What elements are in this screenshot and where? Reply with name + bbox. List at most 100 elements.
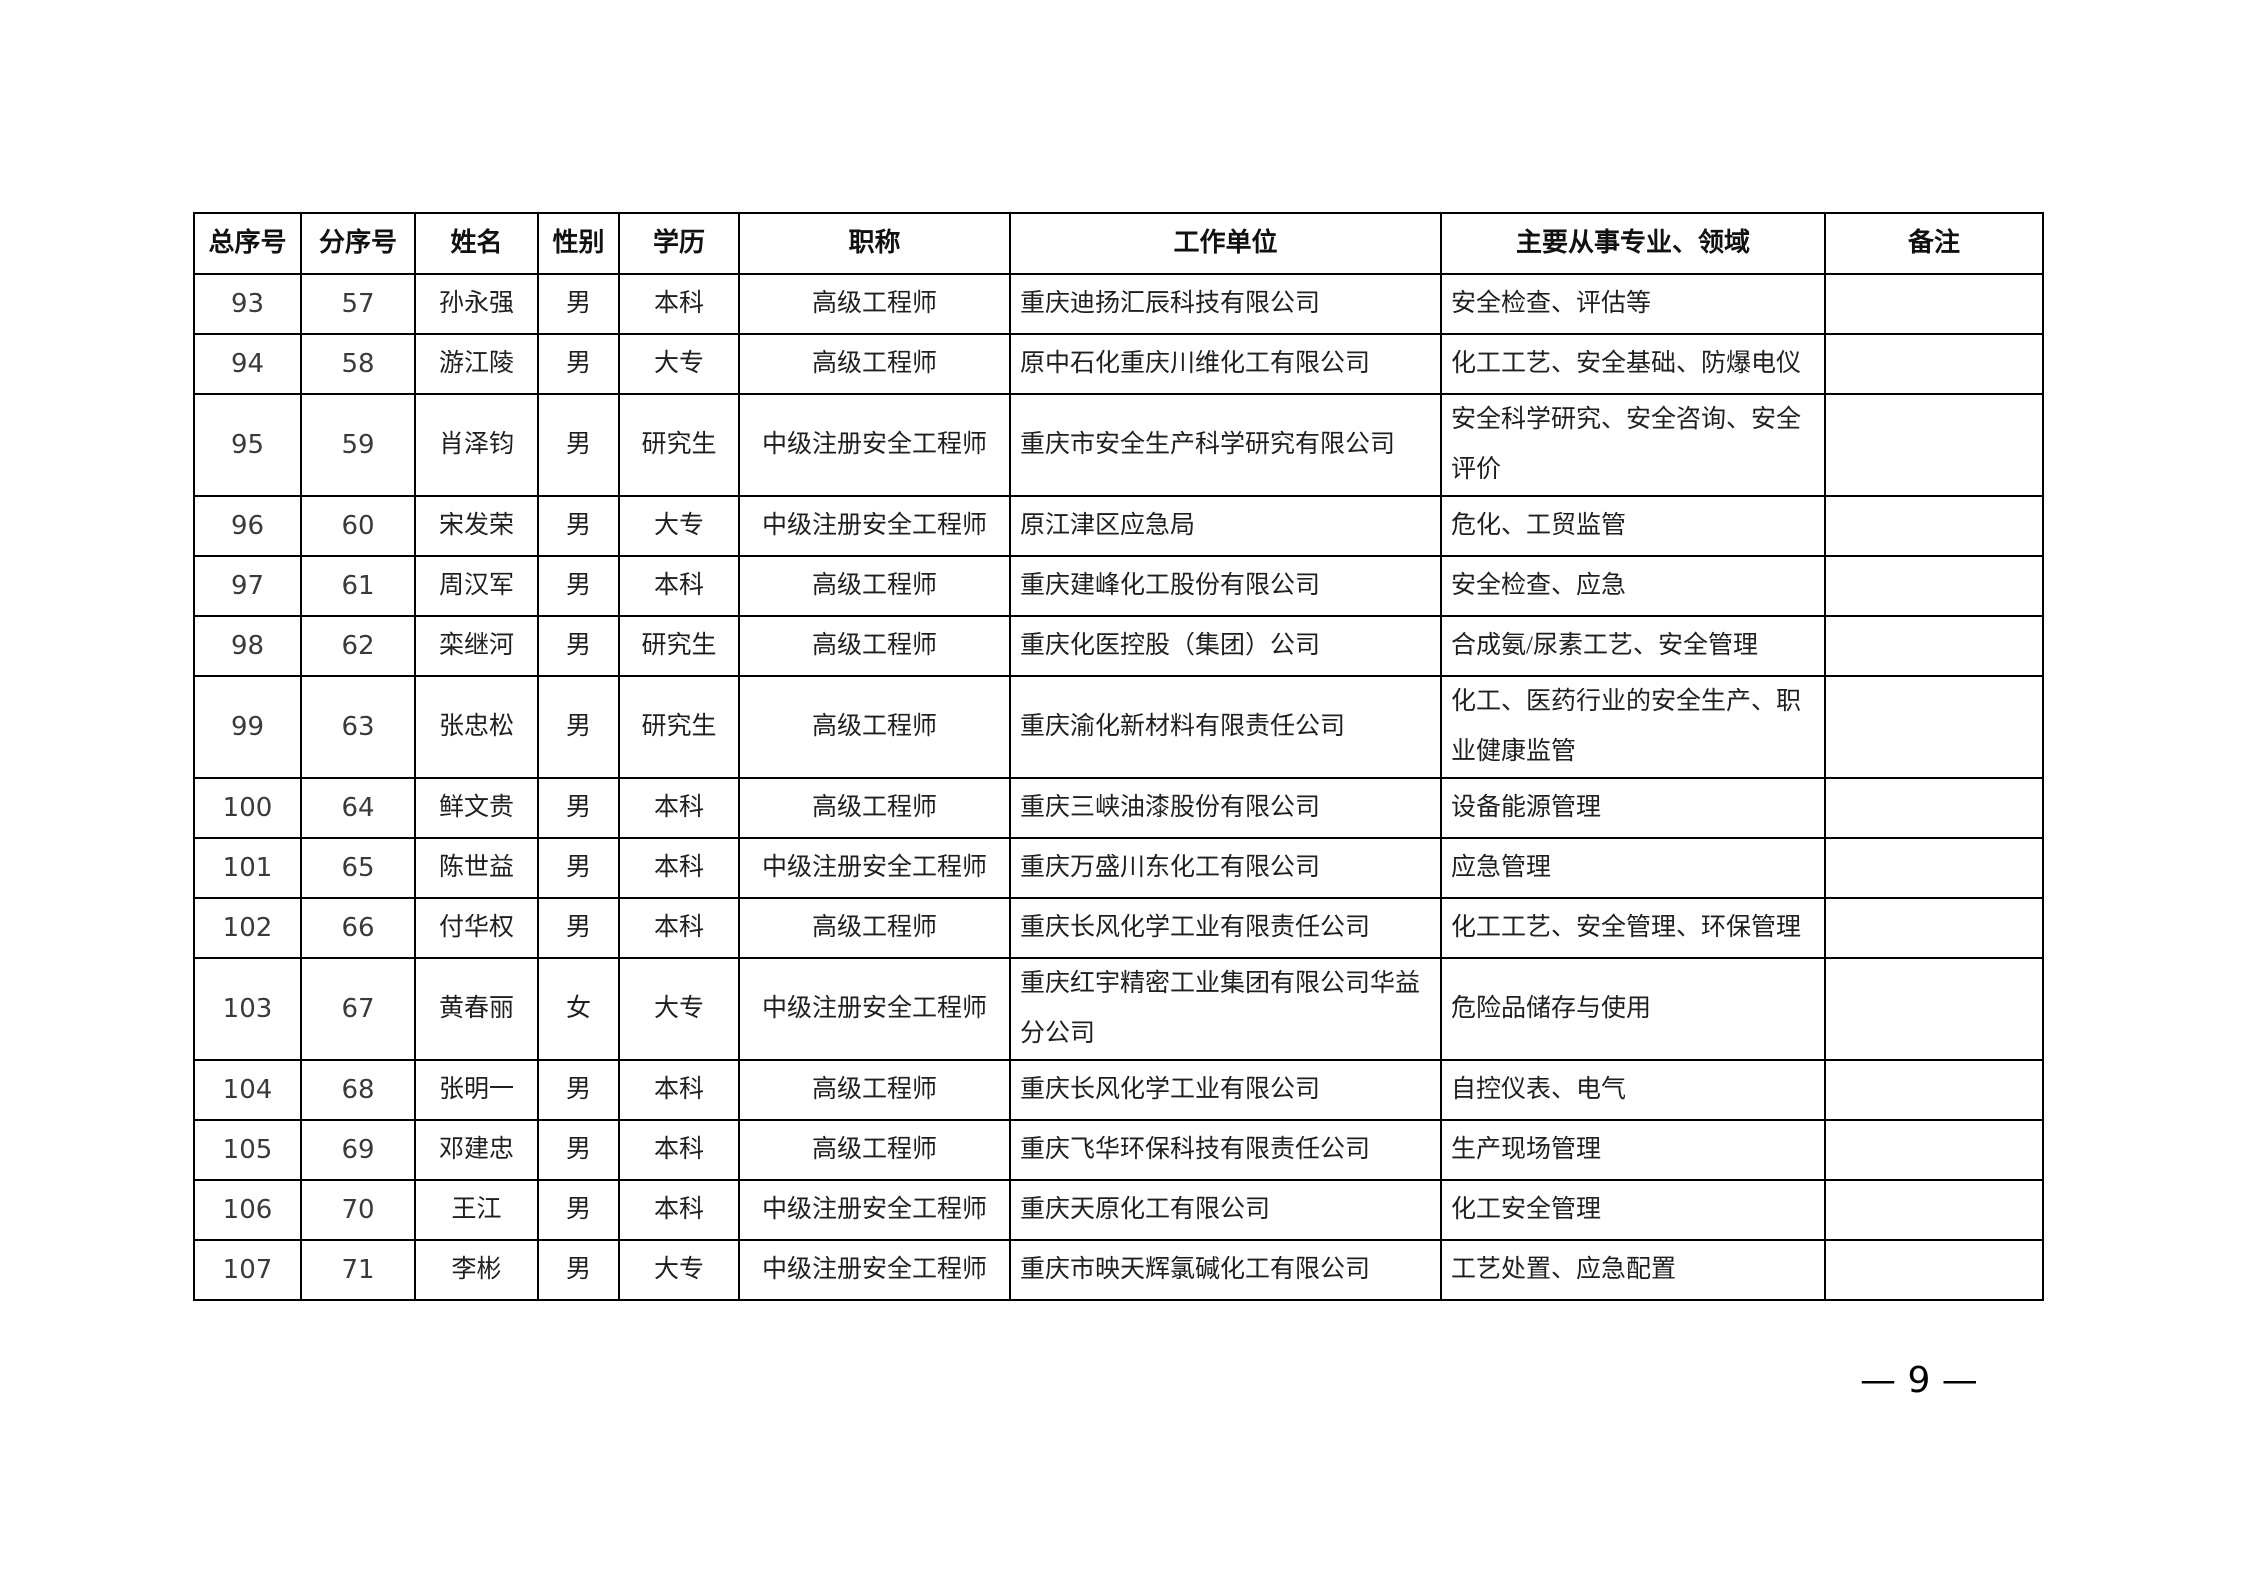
cell-work-unit: 重庆迪扬汇辰科技有限公司 — [1009, 273, 1442, 335]
cell-remark — [1824, 555, 2044, 617]
cell-education: 本科 — [618, 777, 740, 839]
cell-work-unit: 重庆长风化学工业有限公司 — [1009, 1059, 1442, 1121]
cell-main-field: 合成氨/尿素工艺、安全管理 — [1440, 615, 1826, 677]
cell-name: 陈世益 — [414, 837, 539, 899]
cell-remark — [1824, 837, 2044, 899]
cell-sub-serial: 57 — [300, 273, 416, 335]
cell-work-unit: 重庆市映天辉氯碱化工有限公司 — [1009, 1239, 1442, 1301]
cell-sub-serial: 69 — [300, 1119, 416, 1181]
cell-education: 研究生 — [618, 675, 740, 779]
table-row: 100 64 鲜文贵男本科 高级工程师 重庆三峡油漆股份有限公司 设备能源管理 — [193, 777, 2044, 839]
cell-sub-serial: 68 — [300, 1059, 416, 1121]
col-header-main-field: 主要从事专业、领域 — [1440, 212, 1826, 275]
table-row: 107 71 李彬男大专 中级注册安全工程师 重庆市映天辉氯碱化工有限公司 工艺处置、应急… — [193, 1239, 2044, 1301]
cell-total-serial: 95 — [193, 393, 302, 497]
cell-job-title: 高级工程师 — [738, 675, 1011, 779]
cell-work-unit: 原江津区应急局 — [1009, 495, 1442, 557]
table-row: 98 62 栾继河男研究生 高级工程师 重庆化医控股（集团）公司 合成氨/尿素工艺、安全管… — [193, 615, 2044, 677]
cell-remark — [1824, 333, 2044, 395]
cell-work-unit: 重庆市安全生产科学研究有限公司 — [1009, 393, 1442, 497]
cell-job-title: 高级工程师 — [738, 897, 1011, 959]
cell-job-title: 中级注册安全工程师 — [738, 1239, 1011, 1301]
cell-remark — [1824, 1119, 2044, 1181]
cell-main-field: 安全检查、应急 — [1440, 555, 1826, 617]
cell-name: 游江陵 — [414, 333, 539, 395]
cell-work-unit: 重庆化医控股（集团）公司 — [1009, 615, 1442, 677]
cell-name: 张忠松 — [414, 675, 539, 779]
cell-work-unit: 重庆飞华环保科技有限责任公司 — [1009, 1119, 1442, 1181]
cell-gender: 男 — [537, 333, 620, 395]
table-row: 97 61 周汉军男本科 高级工程师 重庆建峰化工股份有限公司 安全检查、应急 — [193, 555, 2044, 617]
cell-main-field: 化工、医药行业的安全生产、职业健康监管 — [1440, 675, 1826, 779]
cell-name: 栾继河 — [414, 615, 539, 677]
cell-total-serial: 96 — [193, 495, 302, 557]
cell-remark — [1824, 777, 2044, 839]
cell-name: 邓建忠 — [414, 1119, 539, 1181]
table-row: 104 68 张明一男本科 高级工程师 重庆长风化学工业有限公司 自控仪表、电气 — [193, 1059, 2044, 1121]
cell-name: 李彬 — [414, 1239, 539, 1301]
cell-total-serial: 103 — [193, 957, 302, 1061]
cell-main-field: 化工安全管理 — [1440, 1179, 1826, 1241]
cell-total-serial: 105 — [193, 1119, 302, 1181]
cell-total-serial: 99 — [193, 675, 302, 779]
cell-gender: 男 — [537, 777, 620, 839]
cell-name: 鲜文贵 — [414, 777, 539, 839]
cell-job-title: 中级注册安全工程师 — [738, 495, 1011, 557]
cell-name: 孙永强 — [414, 273, 539, 335]
cell-total-serial: 98 — [193, 615, 302, 677]
cell-sub-serial: 70 — [300, 1179, 416, 1241]
cell-total-serial: 102 — [193, 897, 302, 959]
cell-name: 黄春丽 — [414, 957, 539, 1061]
cell-main-field: 设备能源管理 — [1440, 777, 1826, 839]
cell-main-field: 化工工艺、安全基础、防爆电仪 — [1440, 333, 1826, 395]
col-header-job-title: 职称 — [738, 212, 1011, 275]
cell-gender: 男 — [537, 1179, 620, 1241]
cell-name: 肖泽钧 — [414, 393, 539, 497]
cell-name: 付华权 — [414, 897, 539, 959]
cell-job-title: 高级工程师 — [738, 777, 1011, 839]
cell-name: 周汉军 — [414, 555, 539, 617]
cell-main-field: 危险品储存与使用 — [1440, 957, 1826, 1061]
cell-education: 研究生 — [618, 615, 740, 677]
cell-gender: 男 — [537, 897, 620, 959]
cell-education: 研究生 — [618, 393, 740, 497]
cell-gender: 男 — [537, 1059, 620, 1121]
cell-work-unit: 重庆天原化工有限公司 — [1009, 1179, 1442, 1241]
header-row: 总序号 分序号 姓名 性别 学历 职称 工作单位 主要从事专业、领域 备注 — [193, 212, 2044, 275]
cell-total-serial: 104 — [193, 1059, 302, 1121]
cell-education: 大专 — [618, 495, 740, 557]
table-row: 102 66 付华权男本科 高级工程师 重庆长风化学工业有限责任公司 化工工艺、安全管理、… — [193, 897, 2044, 959]
table-row: 99 63 张忠松男研究生 高级工程师 重庆渝化新材料有限责任公司 化工、医药行业的安全生… — [193, 675, 2044, 779]
table-row: 101 65 陈世益男本科 中级注册安全工程师 重庆万盛川东化工有限公司 应急管理 — [193, 837, 2044, 899]
cell-main-field: 化工工艺、安全管理、环保管理 — [1440, 897, 1826, 959]
cell-work-unit: 重庆万盛川东化工有限公司 — [1009, 837, 1442, 899]
col-header-education: 学历 — [618, 212, 740, 275]
cell-education: 大专 — [618, 957, 740, 1061]
cell-main-field: 应急管理 — [1440, 837, 1826, 899]
cell-total-serial: 107 — [193, 1239, 302, 1301]
cell-work-unit: 重庆三峡油漆股份有限公司 — [1009, 777, 1442, 839]
cell-name: 张明一 — [414, 1059, 539, 1121]
cell-sub-serial: 62 — [300, 615, 416, 677]
cell-remark — [1824, 675, 2044, 779]
cell-education: 本科 — [618, 1119, 740, 1181]
cell-total-serial: 94 — [193, 333, 302, 395]
table-row: 106 70 王江男本科 中级注册安全工程师 重庆天原化工有限公司 化工安全管理 — [193, 1179, 2044, 1241]
cell-education: 本科 — [618, 555, 740, 617]
cell-total-serial: 101 — [193, 837, 302, 899]
cell-job-title: 中级注册安全工程师 — [738, 1179, 1011, 1241]
cell-education: 大专 — [618, 1239, 740, 1301]
cell-work-unit: 重庆红宇精密工业集团有限公司华益分公司 — [1009, 957, 1442, 1061]
cell-remark — [1824, 393, 2044, 497]
cell-total-serial: 97 — [193, 555, 302, 617]
col-header-work-unit: 工作单位 — [1009, 212, 1442, 275]
cell-gender: 男 — [537, 273, 620, 335]
cell-remark — [1824, 1239, 2044, 1301]
table-row: 96 60 宋发荣男大专 中级注册安全工程师 原江津区应急局 危化、工贸监管 — [193, 495, 2044, 557]
col-header-gender: 性别 — [537, 212, 620, 275]
cell-sub-serial: 67 — [300, 957, 416, 1061]
cell-sub-serial: 64 — [300, 777, 416, 839]
cell-job-title: 中级注册安全工程师 — [738, 393, 1011, 497]
